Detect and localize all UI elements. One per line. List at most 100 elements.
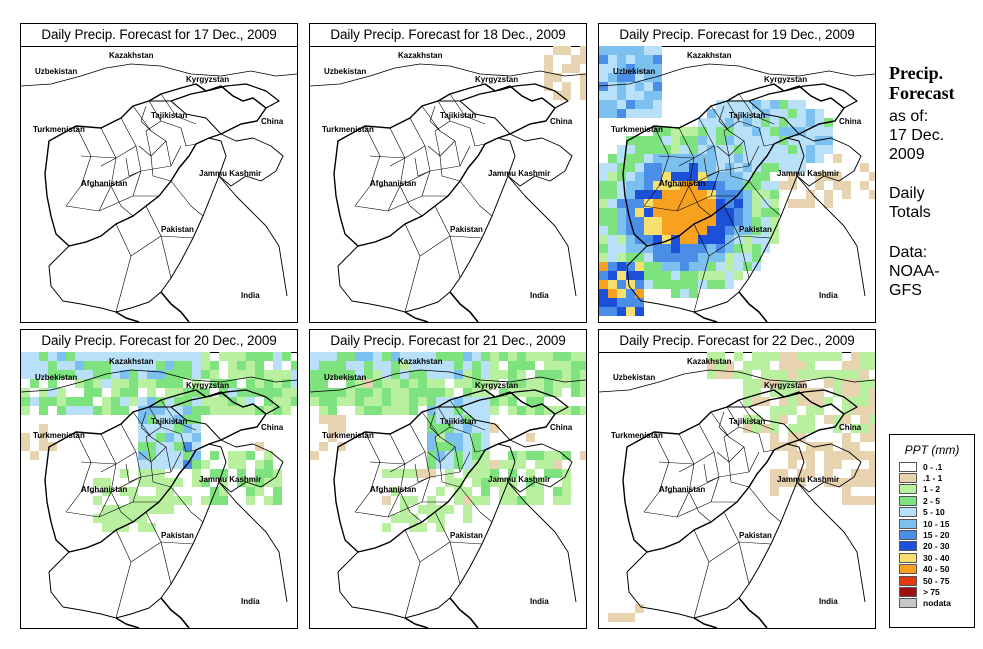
precip-cell — [851, 406, 860, 415]
legend-label: 30 - 40 — [923, 552, 950, 563]
precip-cell — [752, 253, 761, 262]
precip-cell — [608, 163, 617, 172]
precip-cell — [210, 496, 219, 505]
precip-cell — [310, 397, 319, 406]
map-label-india: India — [819, 597, 838, 606]
precip-cell — [788, 181, 797, 190]
precip-cell — [725, 244, 734, 253]
precip-cell — [454, 442, 463, 451]
precip-cell — [653, 64, 662, 73]
precip-cell — [734, 100, 743, 109]
precip-cell — [481, 370, 490, 379]
precip-cell — [608, 298, 617, 307]
precip-cell — [653, 226, 662, 235]
precip-cell — [599, 172, 608, 181]
precip-cell — [490, 469, 499, 478]
precip-cell — [526, 361, 535, 370]
precip-cell — [174, 451, 183, 460]
precip-cell — [680, 136, 689, 145]
precip-cell — [183, 352, 192, 361]
precip-cell — [427, 397, 436, 406]
precip-cell — [418, 388, 427, 397]
precip-cell — [635, 271, 644, 280]
precip-cell — [165, 415, 174, 424]
precip-cell — [310, 379, 319, 388]
precip-cell — [84, 379, 93, 388]
precip-cell — [788, 406, 797, 415]
province-boundary — [170, 180, 204, 217]
precip-cell — [608, 91, 617, 100]
side-data-source: Data: NOAA- GFS — [889, 243, 940, 300]
precip-cell — [463, 361, 472, 370]
precip-cell — [662, 190, 671, 199]
precip-cell — [472, 469, 481, 478]
precip-cell — [752, 424, 761, 433]
precip-cell — [138, 406, 147, 415]
precip-cell — [725, 253, 734, 262]
precip-cell — [869, 478, 875, 487]
precip-cell — [599, 46, 608, 55]
precip-cell — [337, 397, 346, 406]
province-boundary — [669, 471, 750, 493]
province-boundary — [698, 423, 720, 503]
precip-cell — [508, 487, 517, 496]
precip-cell — [210, 370, 219, 379]
precip-cell — [84, 352, 93, 361]
precip-cell — [409, 352, 418, 361]
precip-cell — [617, 73, 626, 82]
precip-cell — [869, 172, 875, 181]
precip-cell — [490, 424, 499, 433]
precip-cell — [671, 280, 680, 289]
precip-cell — [291, 361, 297, 370]
legend-swatch — [899, 598, 917, 609]
precip-cell — [806, 406, 815, 415]
province-boundary — [429, 105, 441, 132]
precip-cell — [156, 352, 165, 361]
precip-cell — [842, 451, 851, 460]
precip-cell — [219, 469, 228, 478]
precip-cell — [147, 370, 156, 379]
precip-cell — [174, 406, 183, 415]
precip-cell — [833, 172, 842, 181]
precip-cell — [689, 208, 698, 217]
precip-cell — [364, 352, 373, 361]
precip-cell — [716, 127, 725, 136]
precip-cell — [84, 361, 93, 370]
precip-cell — [481, 478, 490, 487]
precip-cell — [869, 361, 875, 370]
precip-cell — [779, 136, 788, 145]
precip-cell — [707, 253, 716, 262]
precip-cell — [788, 478, 797, 487]
precip-cell — [626, 100, 635, 109]
legend-swatch — [899, 507, 917, 518]
precip-cell — [147, 496, 156, 505]
precip-cell — [617, 244, 626, 253]
precip-cell — [418, 397, 427, 406]
precip-cell — [553, 406, 562, 415]
province-boundary — [703, 463, 720, 483]
precip-cell — [120, 352, 129, 361]
province-boundary — [758, 127, 775, 147]
precip-cell — [174, 361, 183, 370]
precip-cell — [824, 478, 833, 487]
precip-cell — [797, 352, 806, 361]
precip-cell — [264, 352, 273, 361]
precip-cell — [635, 226, 644, 235]
precip-cell — [57, 397, 66, 406]
precip-cell — [707, 208, 716, 217]
province-boundary — [449, 399, 486, 431]
precip-cell — [445, 415, 454, 424]
precip-cell — [508, 478, 517, 487]
precip-cell — [788, 145, 797, 154]
precip-cell — [860, 424, 869, 433]
precip-cell — [707, 370, 716, 379]
precip-cell — [183, 496, 192, 505]
province-boundary — [120, 423, 142, 503]
precip-cell — [833, 388, 842, 397]
precip-cell — [743, 181, 752, 190]
precip-cell — [436, 451, 445, 460]
coastline — [404, 597, 479, 628]
precip-cell — [165, 388, 174, 397]
border-kashmir — [218, 439, 284, 493]
border-north — [21, 369, 297, 393]
